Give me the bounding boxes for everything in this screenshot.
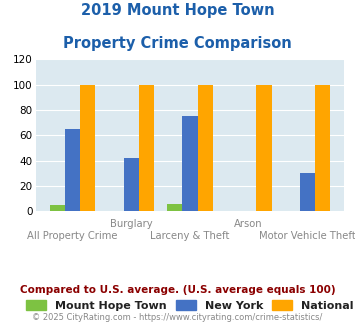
Bar [167, 204, 182, 211]
Text: Motor Vehicle Theft: Motor Vehicle Theft [259, 231, 355, 241]
Bar [124, 158, 139, 211]
Text: Arson: Arson [234, 219, 263, 229]
Legend: Mount Hope Town, New York, National: Mount Hope Town, New York, National [22, 296, 355, 315]
Text: Burglary: Burglary [110, 219, 153, 229]
Text: © 2025 CityRating.com - https://www.cityrating.com/crime-statistics/: © 2025 CityRating.com - https://www.city… [32, 314, 323, 322]
Bar [139, 85, 154, 211]
Text: Property Crime Comparison: Property Crime Comparison [63, 36, 292, 51]
Text: Larceny & Theft: Larceny & Theft [150, 231, 230, 241]
Bar [315, 85, 330, 211]
Bar [256, 85, 272, 211]
Bar [300, 173, 315, 211]
Text: Compared to U.S. average. (U.S. average equals 100): Compared to U.S. average. (U.S. average … [20, 285, 335, 295]
Bar [50, 205, 65, 211]
Bar [80, 85, 95, 211]
Bar [198, 85, 213, 211]
Bar [182, 116, 198, 211]
Bar [65, 129, 80, 211]
Text: All Property Crime: All Property Crime [27, 231, 118, 241]
Text: 2019 Mount Hope Town: 2019 Mount Hope Town [81, 3, 274, 18]
